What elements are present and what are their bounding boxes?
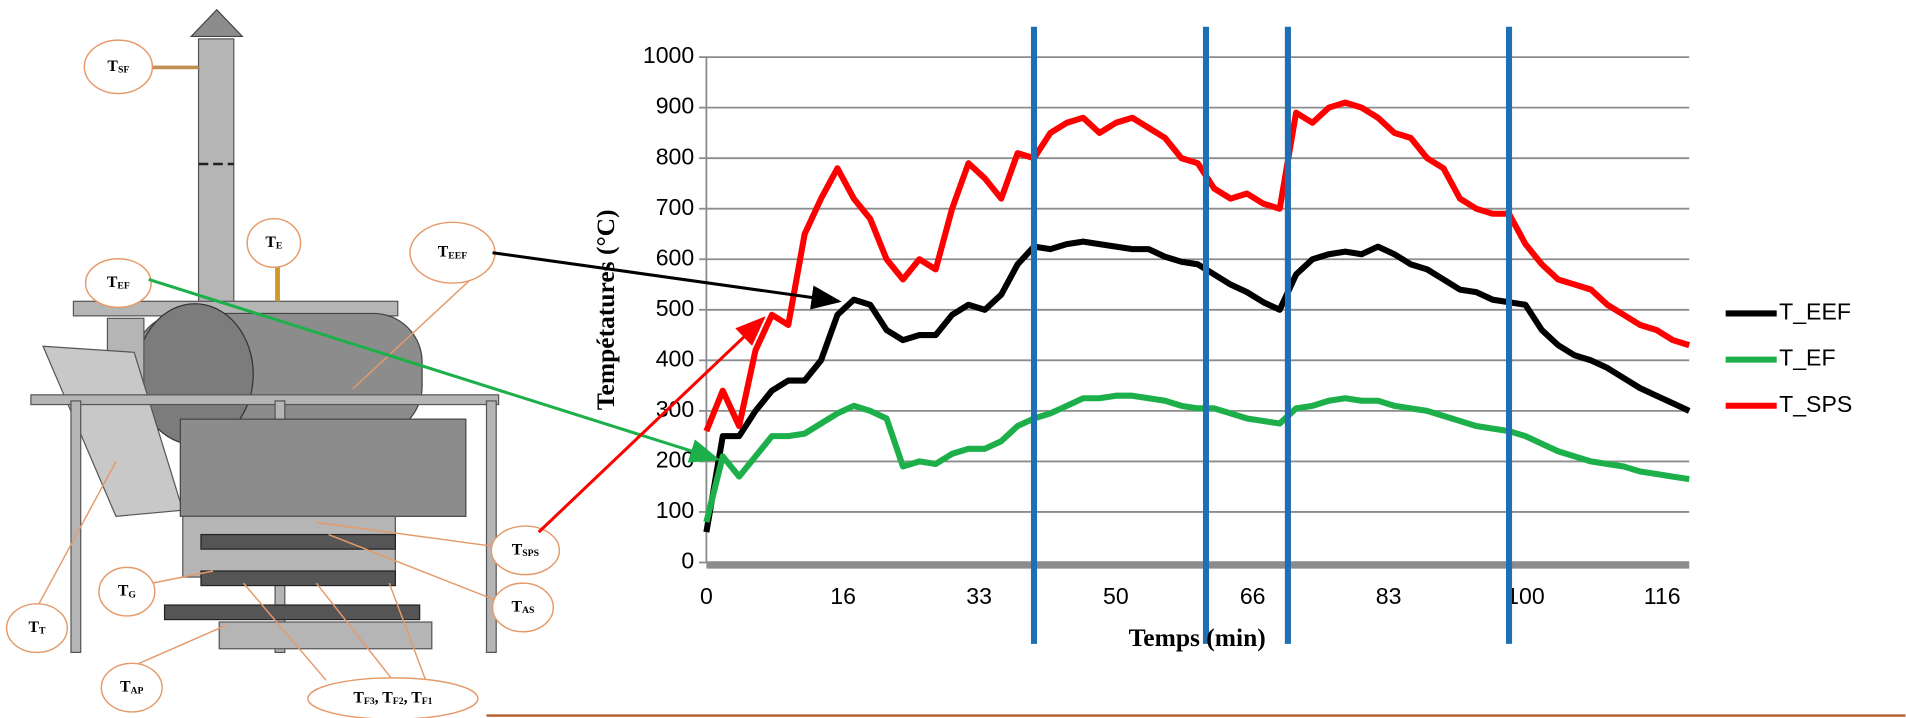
x-tick-label: 33 [966,583,992,609]
arrow [492,251,842,310]
sensor-bubble [100,662,163,713]
sensor-label-part: F2 [393,696,404,707]
sensor-bubble [490,525,561,576]
sensor-label: TEEF [438,243,467,261]
sensor-label-part: , T [375,689,394,706]
sensor-label-part: AS [522,605,534,616]
sensor-bubble [307,677,479,718]
x-tick-label: 100 [1506,583,1545,609]
y-tick-label: 100 [656,497,695,523]
sensor-label-part: T [511,598,522,615]
sensor-label: TT [28,619,46,637]
legend-label: T_SPS [1779,391,1852,417]
sensor-label-part: F1 [422,696,433,707]
sensor-label-part: AP [131,686,144,697]
sensor-bubble [5,603,69,654]
y-tick-label: 800 [656,143,695,169]
x-tick-label: 66 [1240,583,1266,609]
sensor-label-part: T [438,243,449,260]
sensor-bubble [491,582,555,633]
y-tick-label: 0 [681,548,694,574]
x-tick-label: 50 [1103,583,1129,609]
sensor-label-part: T [28,619,39,636]
y-tick-label: 700 [656,194,695,220]
sensor-label-part: T [39,626,46,637]
sensor-label: TSPS [512,541,539,559]
sensor-label-part: G [128,590,136,601]
sensor-label: TSF [107,57,129,75]
sensor-label: TF3, TF2, TF1 [353,689,432,707]
sensor-label: TEF [107,274,130,292]
x-tick-label: 16 [830,583,856,609]
sensor-label-part: T [107,274,118,291]
y-axis-title: Tempétatures (°C) [591,209,620,410]
furnace-diagram [30,8,500,681]
series-line [703,99,1691,433]
sensor-label-part: T [118,582,129,599]
x-axis-title: Temps (min) [1129,623,1266,652]
sensor-bubble [83,39,154,95]
series-line [703,392,1690,523]
sensor-label-part: T [353,689,364,706]
arrow [148,277,721,463]
x-tick-label: 0 [700,583,713,609]
sensor-label-part: EF [117,281,129,292]
sensor-bubble [84,258,152,309]
sensor-label: TE [265,234,282,252]
sensor-label-part: EEF [448,251,467,262]
y-tick-label: 500 [656,295,695,321]
y-tick-label: 600 [656,244,695,270]
sensor-label: TAS [511,598,534,616]
x-tick-label: 83 [1376,583,1402,609]
legend-label: T_EEF [1779,299,1851,325]
sensor-label-part: T [512,541,523,558]
sensor-label: TAP [120,678,144,696]
sensor-label-part: T [107,57,118,74]
y-tick-label: 1000 [643,42,694,68]
sensor-label-part: T [120,678,131,695]
sensor-bubble [246,217,302,269]
sensor-label: TG [118,582,137,600]
arrow [537,316,766,534]
sensor-label-part: F3 [364,696,375,707]
sensor-bubble [98,566,156,617]
sensor-label-part: SPS [522,548,539,559]
sensor-label-part: , T [404,689,423,706]
sensor-label-part: SF [118,65,129,76]
y-tick-label: 900 [656,93,695,119]
x-tick-label: 116 [1644,583,1681,609]
legend-label: T_EF [1779,345,1835,371]
y-tick-label: 400 [656,345,695,371]
series-line [703,238,1691,533]
sensor-label-part: E [276,241,282,252]
sensor-label-part: T [265,234,276,251]
y-tick-label: 300 [656,396,695,422]
